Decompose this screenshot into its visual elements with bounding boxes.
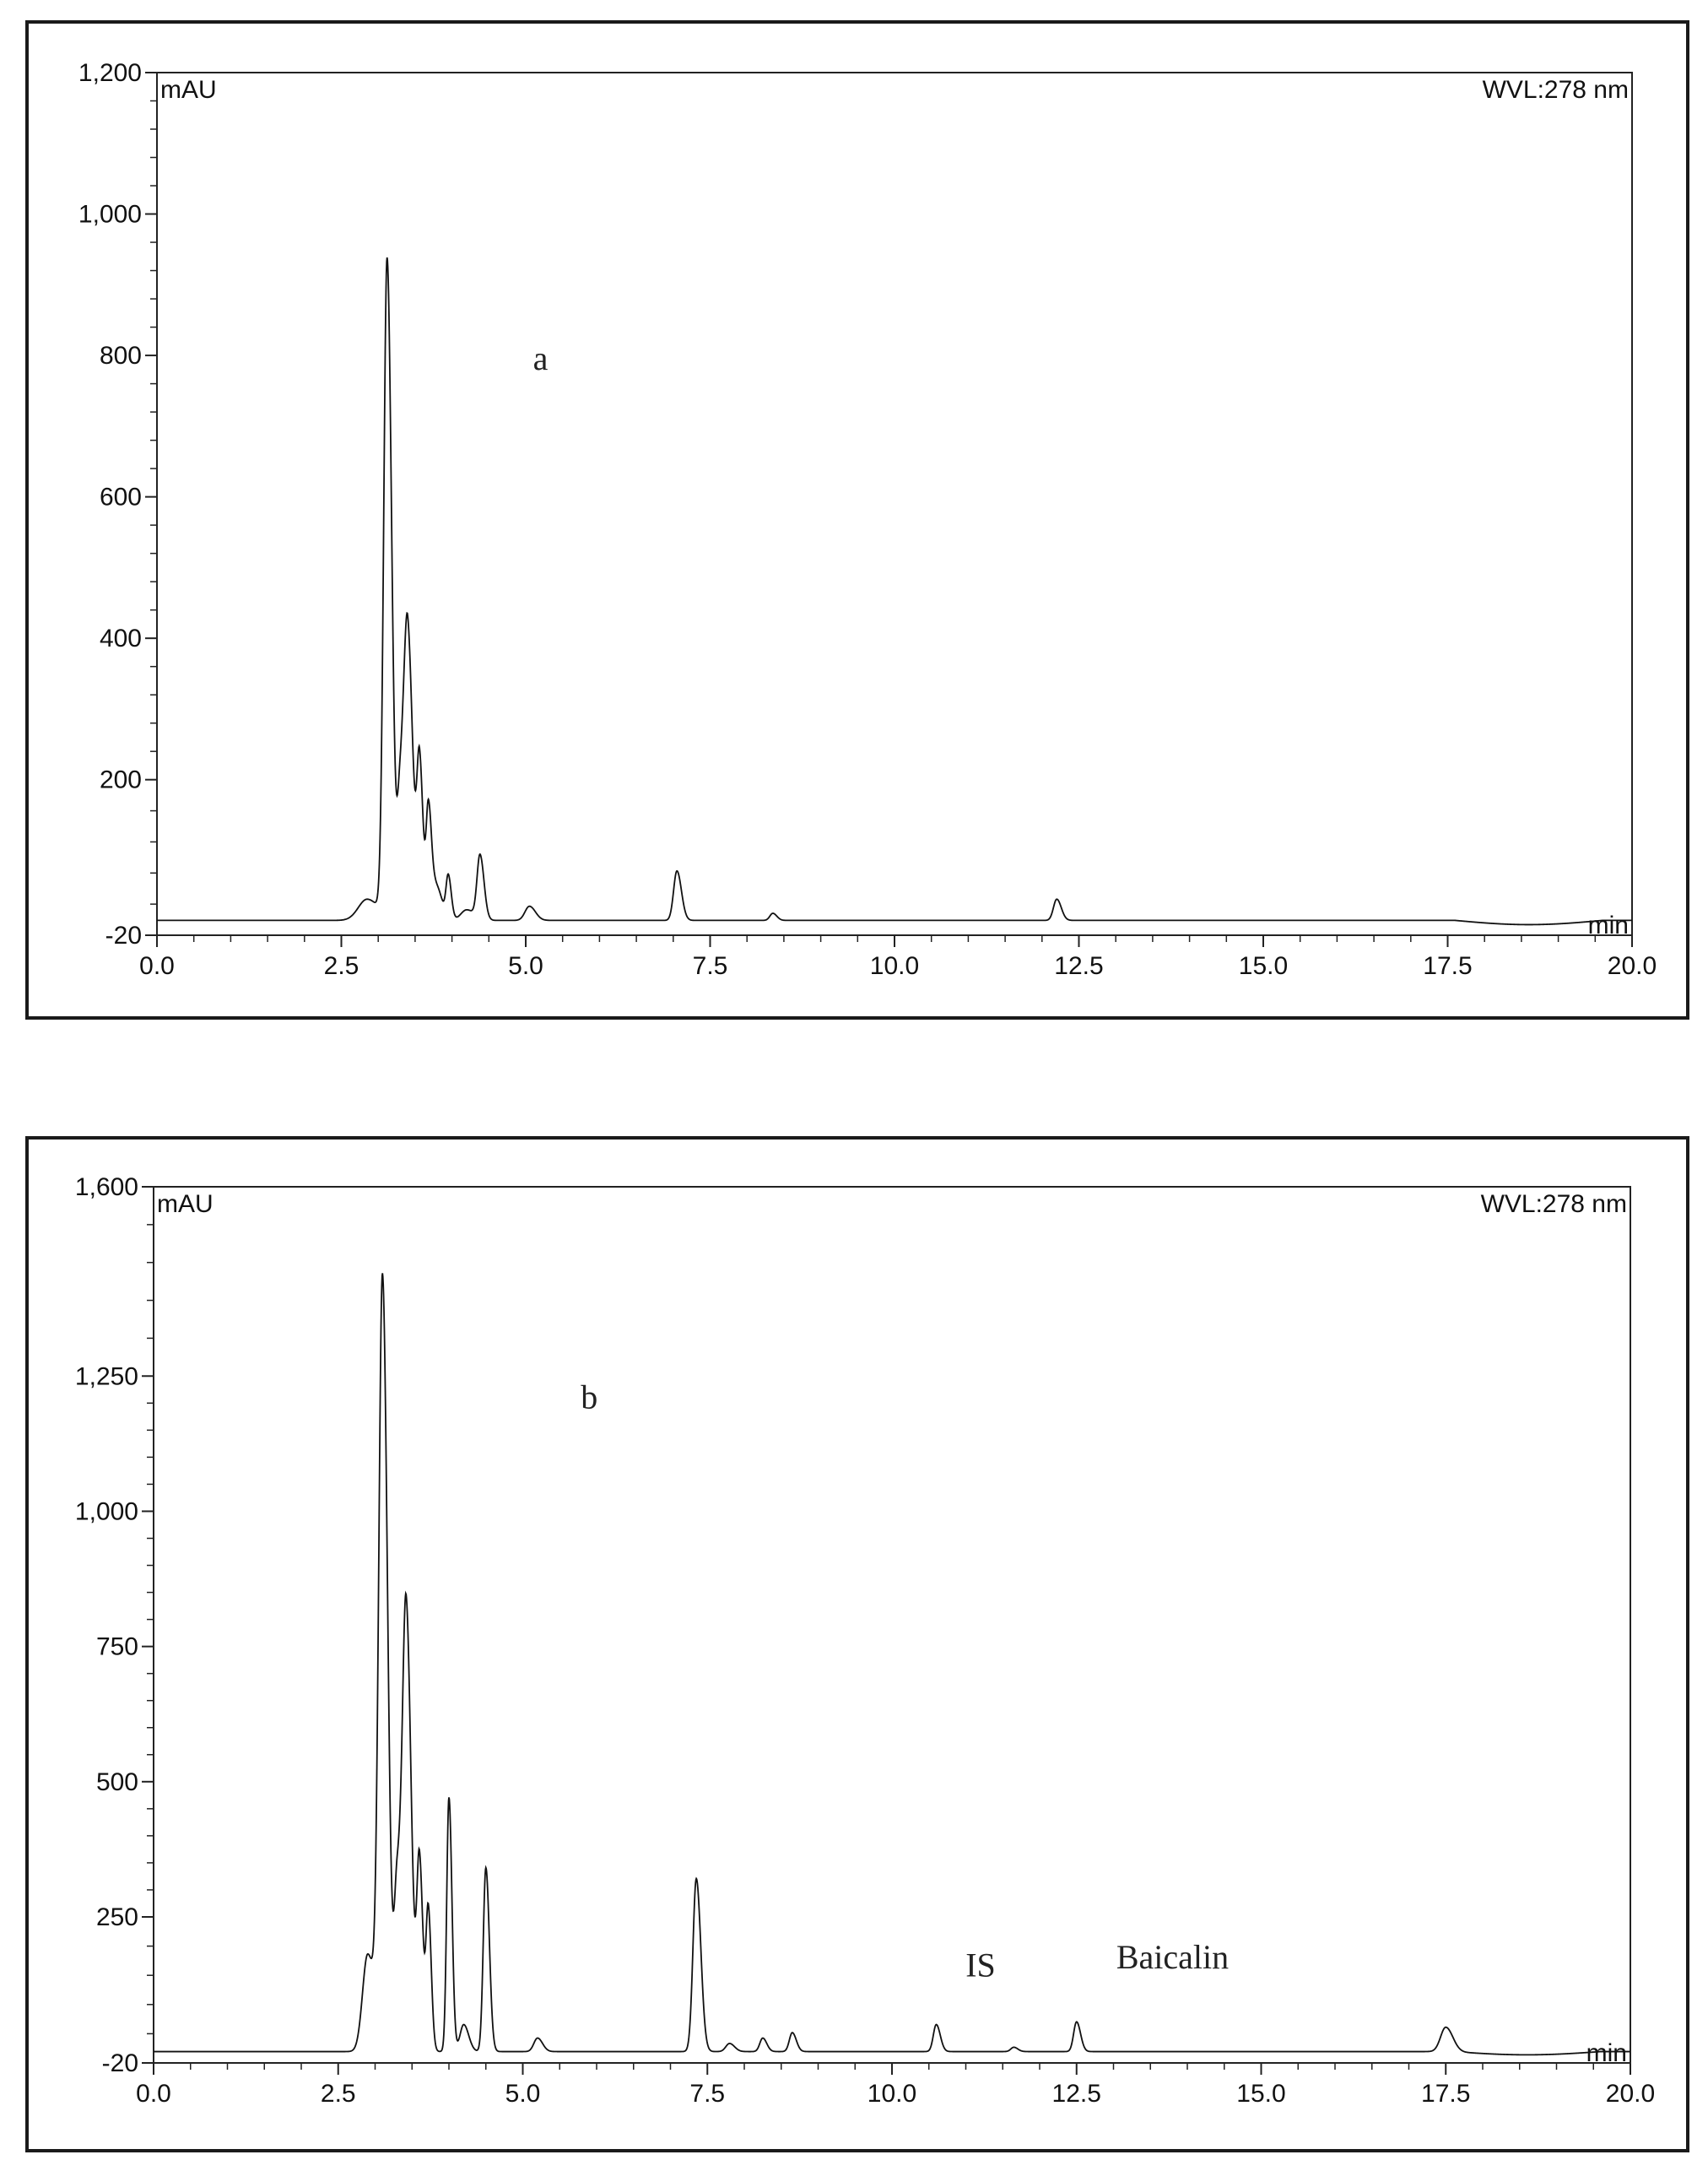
x-tick-label: 5.0 (508, 952, 543, 980)
chromatogram-b-plot: -20 250 500 750 1,000 1,250 1,600 0.0 2.5 5.0 7.5 1… (75, 1173, 1655, 2108)
x-unit-label: min (1586, 2039, 1627, 2067)
x-tick-label: 12.5 (1052, 2080, 1101, 2108)
x-tick-label: 10.0 (868, 2080, 916, 2108)
chromatogram-trace (157, 257, 1632, 926)
x-tick-label: 20.0 (1606, 2080, 1655, 2108)
chromatogram-panel-a: -20 200 400 600 800 1,000 1,200 0.0 2.5 5.0 7.5 10.… (25, 20, 1689, 1020)
y-tick-label: 800 (100, 342, 142, 370)
chromatogram-panel-b: -20 250 500 750 1,000 1,250 1,600 0.0 2.5 5.0 7.5 1… (25, 1136, 1689, 2152)
peak-annotation: Baicalin (1116, 1938, 1229, 1976)
y-tick-label: 750 (96, 1633, 138, 1661)
x-tick-label: 10.0 (870, 952, 919, 980)
y-tick-label: 400 (100, 625, 142, 652)
x-tick-label: 20.0 (1608, 952, 1657, 980)
plot-frame (153, 1186, 1631, 2064)
y-tick-label: 600 (100, 484, 142, 512)
x-tick-label: 0.0 (136, 2080, 171, 2108)
x-tick-label: 15.0 (1239, 952, 1288, 980)
y-tick-label: 1,000 (75, 1497, 138, 1525)
x-tick-label: 15.0 (1236, 2080, 1285, 2108)
y-tick-label: 1,600 (75, 1173, 138, 1201)
y-tick-label: 1,200 (78, 59, 142, 87)
peak-annotation: b (581, 1378, 597, 1416)
x-tick-label: 2.5 (324, 952, 359, 980)
x-tick-label: 7.5 (689, 2080, 725, 2108)
y-tick-label: 200 (100, 766, 142, 794)
wavelength-label: WVL:278 nm (1483, 76, 1629, 104)
y-tick-label: 1,000 (78, 201, 142, 229)
plot-frame (156, 72, 1633, 936)
x-unit-label: min (1588, 912, 1629, 939)
peak-annotation: IS (965, 1946, 996, 1984)
y-tick-label: -20 (105, 922, 142, 950)
y-tick-label: 1,250 (75, 1362, 138, 1390)
chromatogram-a-plot: -20 200 400 600 800 1,000 1,200 0.0 2.5 5.0 7.5 10.… (78, 59, 1657, 980)
chromatogram-trace (154, 1273, 1630, 2056)
x-tick-label: 2.5 (321, 2080, 356, 2108)
x-tick-label: 17.5 (1421, 2080, 1470, 2108)
x-tick-label: 0.0 (139, 952, 175, 980)
y-unit-label: mAU (157, 1190, 214, 1218)
y-tick-label: -20 (102, 2049, 138, 2077)
y-tick-label: 500 (96, 1768, 138, 1796)
peak-annotation: a (533, 339, 549, 377)
x-tick-label: 12.5 (1054, 952, 1103, 980)
x-tick-label: 7.5 (693, 952, 728, 980)
x-tick-label: 17.5 (1423, 952, 1472, 980)
wavelength-label: WVL:278 nm (1481, 1190, 1627, 1218)
y-unit-label: mAU (160, 76, 217, 104)
y-tick-label: 250 (96, 1903, 138, 1931)
x-tick-label: 5.0 (505, 2080, 541, 2108)
